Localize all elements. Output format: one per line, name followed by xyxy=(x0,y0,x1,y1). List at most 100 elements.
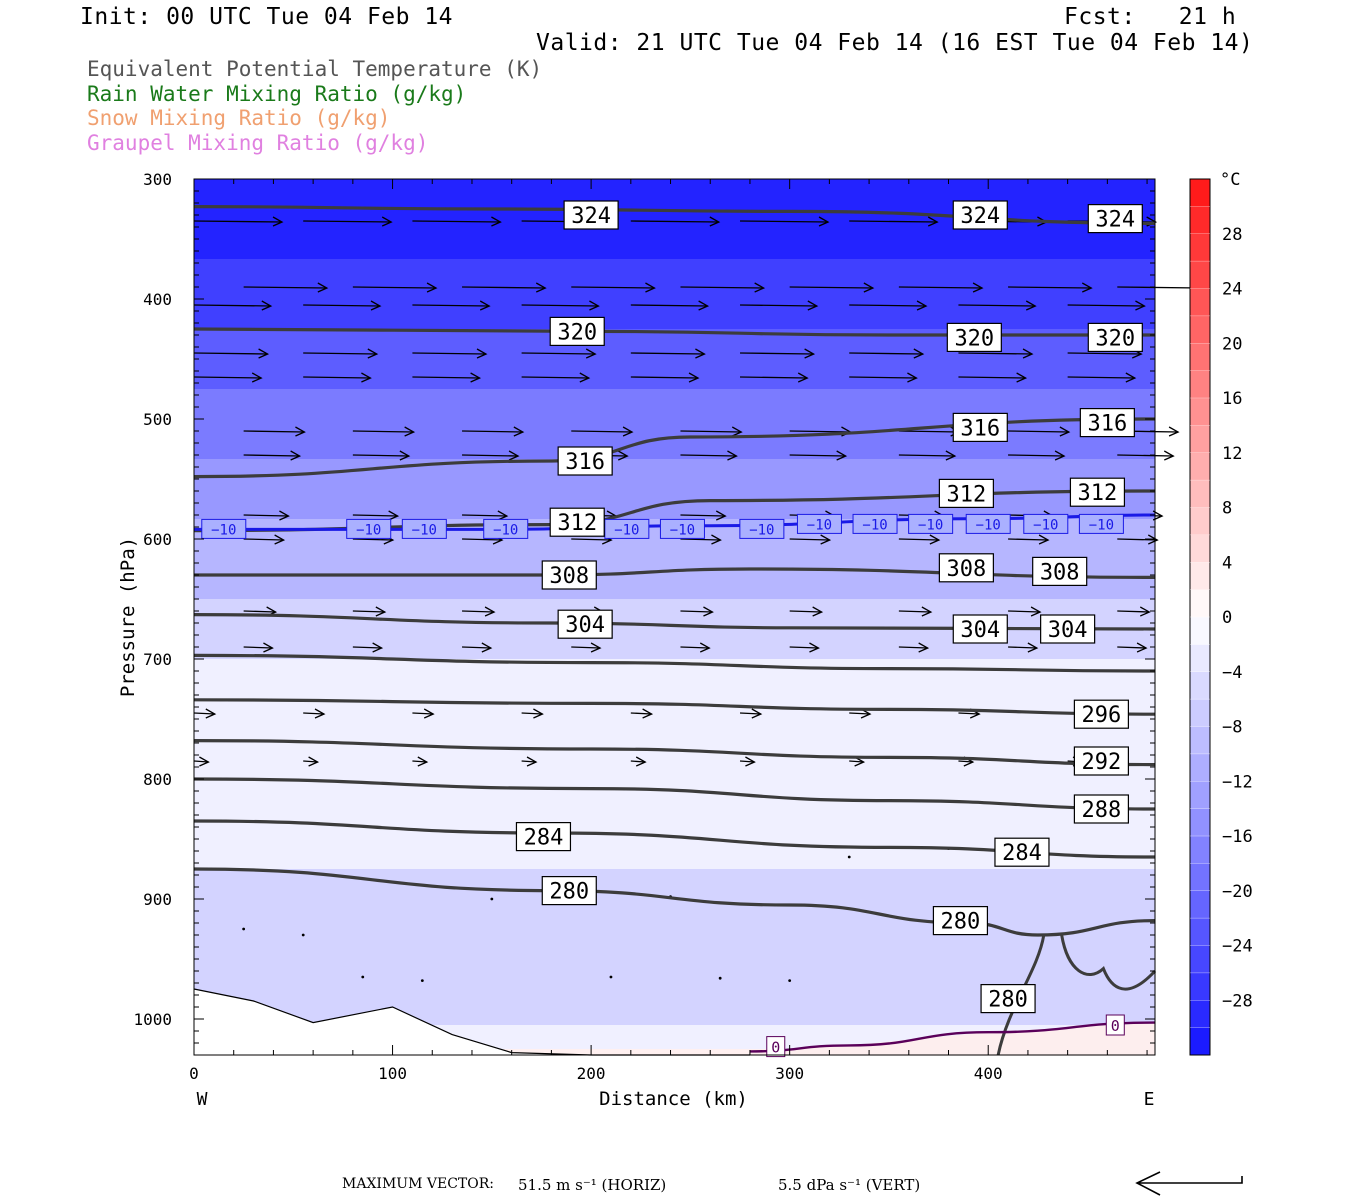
x-tick-label: 200 xyxy=(577,1064,606,1083)
colorbar-tick-label: −20 xyxy=(1222,882,1253,902)
shading-band xyxy=(194,339,1155,350)
wind-arrow xyxy=(630,376,699,379)
wind-arrowhead xyxy=(279,510,290,521)
wind-arrow xyxy=(412,304,490,307)
wind-arrowhead xyxy=(797,372,809,383)
colorbar-swatch xyxy=(1190,836,1210,864)
max-vector-label: MAXIMUM VECTOR: xyxy=(342,1176,494,1192)
shading-band xyxy=(194,369,1155,380)
colorbar-swatch xyxy=(1190,233,1210,262)
wind-arrow xyxy=(462,610,495,613)
wind-arrowhead xyxy=(1152,510,1164,521)
shading-band xyxy=(194,959,1155,970)
shading-band xyxy=(194,879,1155,890)
wind-arrow xyxy=(898,610,931,613)
wind-arrowhead xyxy=(703,606,714,617)
colorbar-swatch xyxy=(1190,808,1210,837)
shading-band xyxy=(194,449,1155,460)
wind-arrow xyxy=(789,646,819,649)
wind-arrowhead xyxy=(1025,300,1037,311)
shading-band xyxy=(194,499,1155,510)
wind-arrow xyxy=(243,514,289,517)
theta-e-label-304: 304 xyxy=(960,618,1000,643)
theta-e-label-308: 308 xyxy=(946,557,986,582)
x-axis-label: Distance (km) xyxy=(599,1088,748,1110)
wind-arrowhead xyxy=(476,348,488,359)
colorbar-swatch xyxy=(1190,507,1210,536)
wind-arrow xyxy=(789,610,822,613)
wind-arrow xyxy=(571,430,633,433)
shading-band xyxy=(194,979,1155,990)
theta-e-label-box xyxy=(549,316,605,346)
theta-e-label-280: 280 xyxy=(549,880,589,905)
valid-time: Valid: 21 UTC Tue 04 Feb 14 (16 EST Tue … xyxy=(536,30,1254,56)
shading-band xyxy=(194,599,1155,610)
colorbar-tick-label: −24 xyxy=(1222,937,1253,957)
shading-band xyxy=(194,219,1155,230)
wind-arrow xyxy=(1008,610,1041,613)
wind-arrow xyxy=(630,712,652,715)
axes: 300 400 500 600 700 800 900 1000 0 100 200 300 400 Di… xyxy=(117,170,1155,1110)
wind-arrowhead xyxy=(913,348,925,359)
shading-band xyxy=(194,289,1155,300)
y-tick-label: 600 xyxy=(143,530,172,549)
shading-band xyxy=(194,969,1155,980)
theta-e-label-box xyxy=(938,553,994,583)
wind-arrow xyxy=(462,454,519,457)
shading-band xyxy=(194,319,1155,330)
isotherm-label-minus10: −10 xyxy=(918,517,943,533)
colorbar-swatch xyxy=(1190,699,1210,727)
wind-arrowhead xyxy=(317,282,329,293)
theta-e-label-324: 324 xyxy=(1095,208,1135,233)
x-tick-label: 400 xyxy=(974,1064,1003,1083)
theta-e-label-324: 324 xyxy=(571,204,611,229)
legend-graupel: Graupel Mixing Ratio (g/kg) xyxy=(87,131,429,155)
wind-dot xyxy=(718,976,722,980)
wind-arrow xyxy=(193,760,209,763)
theta-e-label-box xyxy=(541,875,597,906)
wind-arrowhead xyxy=(929,534,941,545)
shading-band xyxy=(194,849,1155,860)
theta-e-label-296: 296 xyxy=(1082,703,1122,728)
theta-e-label-box xyxy=(515,821,572,852)
wind-arrowhead xyxy=(491,216,502,227)
wind-arrow xyxy=(849,376,917,379)
shading-band xyxy=(194,779,1155,790)
colorbar-swatch xyxy=(1190,206,1210,235)
wind-dot xyxy=(609,975,613,979)
shading-band xyxy=(194,729,1155,740)
shading-band xyxy=(194,479,1155,490)
isotherm-0 xyxy=(749,1021,1156,1053)
theta-e-label-316: 316 xyxy=(960,416,1000,441)
x-tick-label: 100 xyxy=(378,1064,407,1083)
theta-e-label-320: 320 xyxy=(954,326,994,351)
wind-arrowhead xyxy=(617,450,629,461)
wind-arrowhead xyxy=(1016,372,1028,383)
colorbar-swatch xyxy=(1190,1000,1210,1028)
colorbar-swatch xyxy=(1190,972,1210,1001)
isotherm-label-box xyxy=(346,518,392,539)
wind-arrowhead xyxy=(945,450,957,461)
wind-arrowhead xyxy=(916,300,928,311)
wind-arrow xyxy=(1117,610,1150,613)
wind-arrowhead xyxy=(709,216,721,227)
wind-arrowhead xyxy=(918,642,930,653)
wind-arrow xyxy=(352,430,414,433)
wind-arrowhead xyxy=(731,426,743,437)
wind-arrowhead xyxy=(698,300,710,311)
wind-arrowhead xyxy=(417,756,429,767)
wind-arrow xyxy=(898,646,928,649)
theta-e-label-box xyxy=(952,412,1008,442)
isotherm-label-minus10: −10 xyxy=(412,522,437,538)
isotherm-label-minus10: −10 xyxy=(670,522,695,538)
colorbar-swatch xyxy=(1190,562,1210,590)
wind-arrowhead xyxy=(836,450,848,461)
wind-arrow xyxy=(958,352,1033,355)
wind-arrowhead xyxy=(1163,450,1175,461)
wind-arrow xyxy=(193,220,283,223)
shading-band xyxy=(194,469,1155,480)
colorbar-tick-label: 4 xyxy=(1222,553,1232,573)
colorbar-swatch xyxy=(1190,863,1210,892)
wind-arrowhead xyxy=(1027,642,1039,653)
wind-arrow xyxy=(740,376,808,379)
